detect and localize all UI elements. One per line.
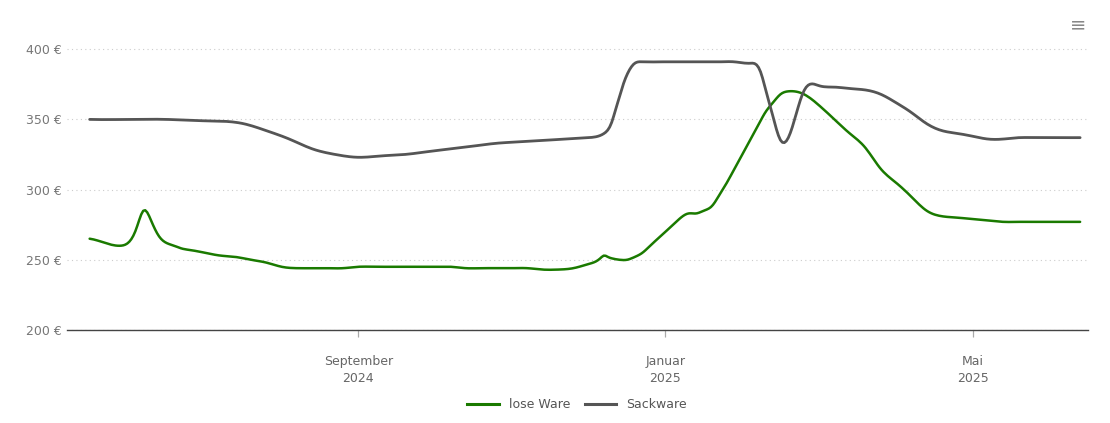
Text: 2024: 2024 [343,372,374,385]
Text: Mai: Mai [961,355,983,368]
Text: Januar: Januar [646,355,686,368]
Text: ≡: ≡ [1070,15,1087,34]
Legend: lose Ware, Sackware: lose Ware, Sackware [463,393,692,416]
Text: 2025: 2025 [957,372,989,385]
Text: 2025: 2025 [649,372,682,385]
Text: September: September [324,355,393,368]
